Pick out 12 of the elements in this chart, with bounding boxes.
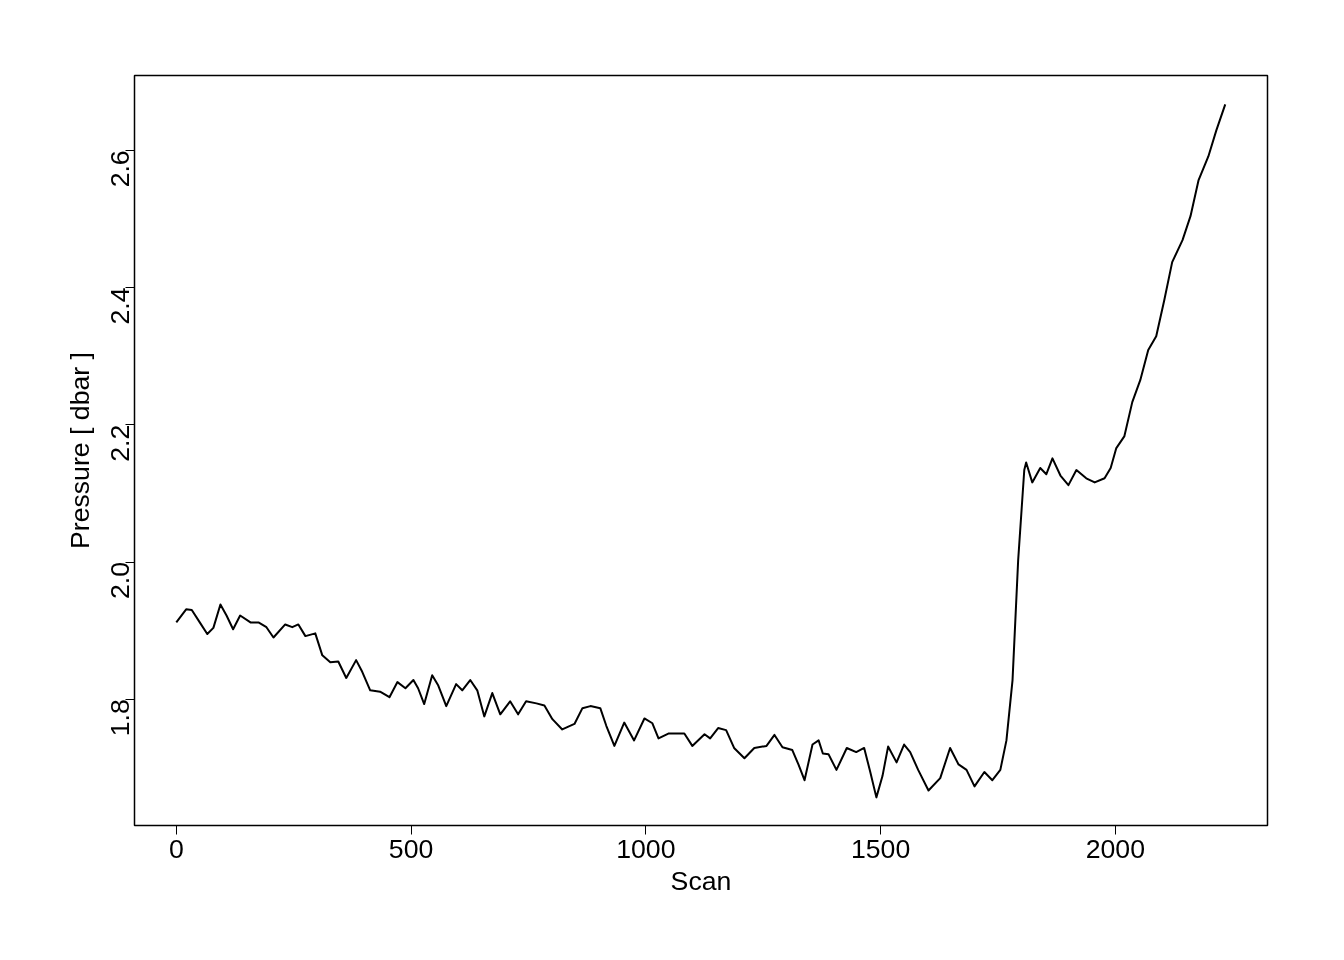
x-tick-label: 1500 bbox=[850, 833, 911, 864]
y-axis-title: Pressure [ dbar ] bbox=[64, 351, 95, 550]
y-tick-label: 2.6 bbox=[105, 150, 136, 188]
y-tick-label: 1.8 bbox=[105, 699, 136, 737]
x-tick-label: 500 bbox=[388, 833, 434, 864]
x-axis-title: Scan bbox=[670, 865, 732, 896]
y-tick-label: 2.2 bbox=[105, 424, 136, 462]
x-tick-label: 2000 bbox=[1085, 833, 1146, 864]
y-tick-label: 2.4 bbox=[105, 287, 136, 325]
x-tick-label: 1000 bbox=[616, 833, 676, 864]
y-tick-label: 2.0 bbox=[105, 562, 136, 600]
x-tick-label: 0 bbox=[168, 833, 184, 864]
